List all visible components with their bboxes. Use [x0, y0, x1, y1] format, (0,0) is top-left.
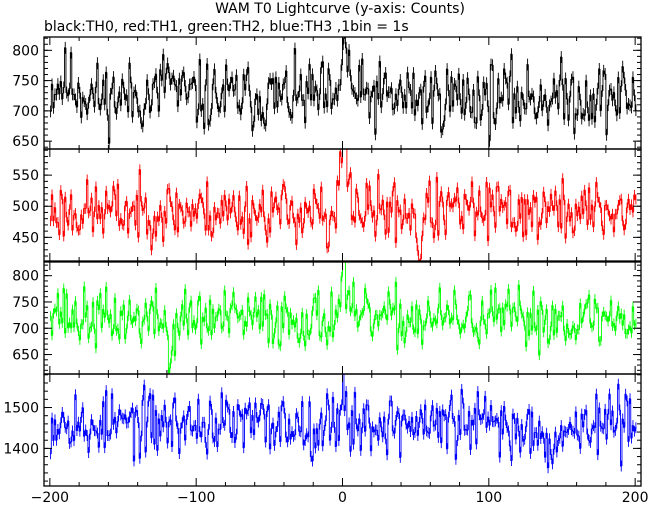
x-tick-label: −200: [31, 490, 69, 505]
y-tick-label: 650: [12, 348, 39, 364]
series-th2-line: [49, 262, 637, 374]
y-tick-label: 700: [12, 321, 39, 337]
y-tick-label: 650: [12, 134, 39, 150]
series-th1-line: [49, 149, 637, 261]
series-th3-line: [49, 374, 637, 474]
y-tick-label: 700: [12, 104, 39, 120]
chart-subtitle: black:TH0, red:TH1, green:TH2, blue:TH3 …: [44, 19, 409, 35]
y-tick-label: 500: [12, 199, 39, 215]
y-tick-label: 1400: [3, 441, 39, 457]
panel-th0: 650 700 750 800: [12, 36, 642, 150]
panels: 650 700 750 800 450 500 550 650 700 750 800 1400 150…: [3, 36, 642, 487]
panel-th2: 650 700 750 800: [12, 261, 642, 375]
x-tick-label: −100: [177, 490, 215, 505]
panel-th3: 1400 1500: [3, 373, 642, 487]
y-tick-label: 800: [12, 269, 39, 285]
x-tick-label: 100: [475, 490, 502, 505]
x-axis: −200 −100 0 100 200: [31, 490, 649, 505]
y-tick-label: 750: [12, 295, 39, 311]
x-tick-label: 200: [622, 490, 649, 505]
y-tick-label: 800: [12, 43, 39, 59]
y-tick-label: 550: [12, 168, 39, 184]
x-tick-label: 0: [338, 490, 347, 505]
y-tick-label: 750: [12, 74, 39, 90]
y-tick-label: 450: [12, 230, 39, 246]
y-tick-label: 1500: [3, 401, 39, 417]
series-th0-line: [49, 37, 637, 149]
chart-title: WAM T0 Lightcurve (y-axis: Counts): [215, 1, 465, 17]
panel-th1: 450 500 550: [12, 148, 642, 262]
